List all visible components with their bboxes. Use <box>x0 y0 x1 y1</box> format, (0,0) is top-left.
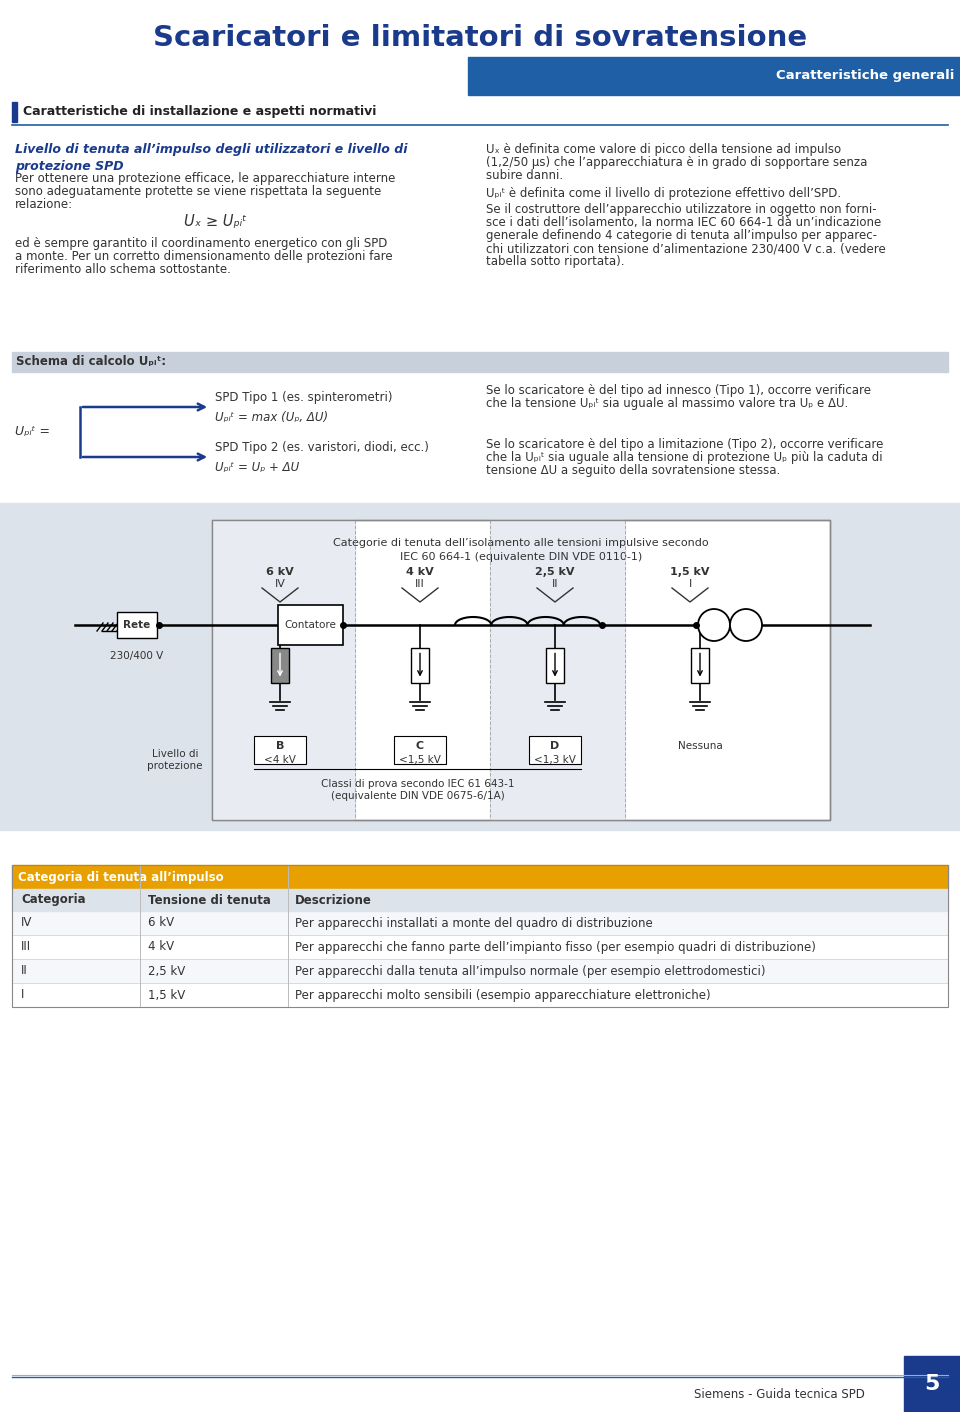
Bar <box>12 352 948 371</box>
Bar <box>490 520 625 820</box>
Text: 230/400 V: 230/400 V <box>110 651 163 661</box>
Text: Livello di tenuta all’impulso degli utilizzatori e livello di
protezione SPD: Livello di tenuta all’impulso degli util… <box>15 143 407 174</box>
Bar <box>277 604 343 645</box>
Text: Rete: Rete <box>124 620 151 630</box>
Text: Per apparecchi dalla tenuta all’impulso normale (per esempio elettrodomestici): Per apparecchi dalla tenuta all’impulso … <box>295 964 765 977</box>
Bar <box>394 736 446 764</box>
Text: Uₚᵢᵗ è definita come il livello di protezione effettivo dell’SPD.: Uₚᵢᵗ è definita come il livello di prote… <box>486 186 841 201</box>
Bar <box>212 520 830 820</box>
Text: Per ottenere una protezione efficace, le apparecchiature interne: Per ottenere una protezione efficace, le… <box>15 172 396 185</box>
Bar <box>411 648 429 682</box>
Text: <1,3 kV: <1,3 kV <box>534 755 576 765</box>
Bar <box>12 890 948 911</box>
Text: II: II <box>552 579 559 589</box>
Text: riferimento allo schema sottostante.: riferimento allo schema sottostante. <box>15 263 230 275</box>
Bar <box>904 1356 960 1412</box>
Text: Categoria di tenuta all’impulso: Categoria di tenuta all’impulso <box>18 871 224 884</box>
Text: Uₚᵢᵗ = Uₚ + ΔU: Uₚᵢᵗ = Uₚ + ΔU <box>215 460 300 473</box>
Text: Schema di calcolo Uₚᵢᵗ:: Schema di calcolo Uₚᵢᵗ: <box>16 356 166 369</box>
Text: subire danni.: subire danni. <box>486 169 564 182</box>
Text: Per apparecchi installati a monte del quadro di distribuzione: Per apparecchi installati a monte del qu… <box>295 916 653 929</box>
Text: ed è sempre garantito il coordinamento energetico con gli SPD: ed è sempre garantito il coordinamento e… <box>15 237 388 250</box>
Text: (1,2/50 μs) che l’apparecchiatura è in grado di sopportare senza: (1,2/50 μs) che l’apparecchiatura è in g… <box>486 155 868 169</box>
Text: che la Uₚᵢᵗ sia uguale alla tensione di protezione Uₚ più la caduta di: che la Uₚᵢᵗ sia uguale alla tensione di … <box>486 450 882 465</box>
Text: Scaricatori e limitatori di sovratensione: Scaricatori e limitatori di sovratension… <box>153 24 807 52</box>
Text: Uₚᵢᵗ = max (Uₚ, ΔU): Uₚᵢᵗ = max (Uₚ, ΔU) <box>215 411 328 424</box>
Bar <box>12 959 948 983</box>
Text: generale definendo 4 categorie di tenuta all’impulso per apparec-: generale definendo 4 categorie di tenuta… <box>486 229 877 241</box>
Text: B: B <box>276 741 284 751</box>
Bar <box>12 866 948 890</box>
Text: IV: IV <box>21 916 33 929</box>
Text: Categoria: Categoria <box>21 894 85 907</box>
Bar <box>12 102 17 121</box>
Text: tabella sotto riportata).: tabella sotto riportata). <box>486 256 625 268</box>
Text: C: C <box>416 741 424 751</box>
Text: Siemens - Guida tecnica SPD: Siemens - Guida tecnica SPD <box>694 1388 865 1402</box>
Text: sono adeguatamente protette se viene rispettata la seguente: sono adeguatamente protette se viene ris… <box>15 185 381 198</box>
Text: II: II <box>21 964 28 977</box>
Text: 6 kV: 6 kV <box>148 916 174 929</box>
Text: SPD Tipo 2 (es. varistori, diodi, ecc.): SPD Tipo 2 (es. varistori, diodi, ecc.) <box>215 442 429 455</box>
Text: Caratteristiche di installazione e aspetti normativi: Caratteristiche di installazione e aspet… <box>23 106 376 119</box>
Text: I: I <box>21 988 24 1001</box>
Text: SPD Tipo 1 (es. spinterometri): SPD Tipo 1 (es. spinterometri) <box>215 391 393 404</box>
Text: Se lo scaricatore è del tipo ad innesco (Tipo 1), occorre verificare: Se lo scaricatore è del tipo ad innesco … <box>486 384 871 397</box>
Bar <box>212 520 830 820</box>
Bar <box>12 866 948 1007</box>
Text: a monte. Per un corretto dimensionamento delle protezioni fare: a monte. Per un corretto dimensionamento… <box>15 250 393 263</box>
Text: Per apparecchi che fanno parte dell’impianto fisso (per esempio quadri di distri: Per apparecchi che fanno parte dell’impi… <box>295 940 816 953</box>
Text: 1,5 kV: 1,5 kV <box>148 988 185 1001</box>
Text: 4 kV: 4 kV <box>148 940 174 953</box>
Text: Per apparecchi molto sensibili (esempio apparecchiature elettroniche): Per apparecchi molto sensibili (esempio … <box>295 988 710 1001</box>
Text: 6 kV: 6 kV <box>266 568 294 578</box>
Text: <1,5 kV: <1,5 kV <box>399 755 441 765</box>
Text: Uₓ ≥ Uₚᵢᵗ: Uₓ ≥ Uₚᵢᵗ <box>183 215 247 230</box>
Text: Caratteristiche generali: Caratteristiche generali <box>776 69 954 82</box>
Text: 2,5 kV: 2,5 kV <box>148 964 185 977</box>
Text: Uₚᵢᵗ =: Uₚᵢᵗ = <box>15 425 50 439</box>
Bar <box>117 611 157 638</box>
Text: Descrizione: Descrizione <box>295 894 372 907</box>
Text: chi utilizzatori con tensione d’alimentazione 230/400 V c.a. (vedere: chi utilizzatori con tensione d’alimenta… <box>486 241 886 256</box>
Text: Se il costruttore dell’apparecchio utilizzatore in oggetto non forni-: Se il costruttore dell’apparecchio utili… <box>486 203 876 216</box>
Text: 5: 5 <box>924 1374 940 1394</box>
Text: 4 kV: 4 kV <box>406 568 434 578</box>
Bar <box>12 935 948 959</box>
Text: Se lo scaricatore è del tipo a limitazione (Tipo 2), occorre verificare: Se lo scaricatore è del tipo a limitazio… <box>486 438 883 450</box>
Text: Categorie di tenuta dell’isolamento alle tensioni impulsive secondo
IEC 60 664-1: Categorie di tenuta dell’isolamento alle… <box>333 538 708 562</box>
Text: sce i dati dell’isolamento, la norma IEC 60 664-1 dà un’indicazione: sce i dati dell’isolamento, la norma IEC… <box>486 216 881 229</box>
Bar <box>691 648 709 682</box>
Bar <box>12 983 948 1007</box>
Text: Nessuna: Nessuna <box>678 741 722 751</box>
Text: I: I <box>688 579 691 589</box>
Text: Contatore: Contatore <box>284 620 336 630</box>
Text: tensione ΔU a seguito della sovratensione stessa.: tensione ΔU a seguito della sovratension… <box>486 465 780 477</box>
Bar <box>468 56 960 95</box>
Bar <box>212 520 355 820</box>
Text: <4 kV: <4 kV <box>264 755 296 765</box>
Text: 1,5 kV: 1,5 kV <box>670 568 709 578</box>
Circle shape <box>698 609 730 641</box>
Text: 2,5 kV: 2,5 kV <box>536 568 575 578</box>
Bar <box>529 736 581 764</box>
Bar <box>254 736 306 764</box>
Text: Uₓ è definita come valore di picco della tensione ad impulso: Uₓ è definita come valore di picco della… <box>486 143 841 155</box>
Text: D: D <box>550 741 560 751</box>
Text: III: III <box>21 940 31 953</box>
Text: che la tensione Uₚᵢᵗ sia uguale al massimo valore tra Uₚ e ΔU.: che la tensione Uₚᵢᵗ sia uguale al massi… <box>486 397 849 409</box>
Bar <box>546 648 564 682</box>
Text: III: III <box>415 579 425 589</box>
Bar <box>0 503 960 830</box>
Text: Tensione di tenuta: Tensione di tenuta <box>148 894 271 907</box>
Text: Classi di prova secondo IEC 61 643-1
(equivalente DIN VDE 0675-6/1A): Classi di prova secondo IEC 61 643-1 (eq… <box>321 779 515 801</box>
Text: Livello di
protezione: Livello di protezione <box>147 748 203 771</box>
Bar <box>271 648 289 682</box>
Text: relazione:: relazione: <box>15 198 73 210</box>
Circle shape <box>730 609 762 641</box>
Bar <box>12 911 948 935</box>
Text: IV: IV <box>275 579 285 589</box>
